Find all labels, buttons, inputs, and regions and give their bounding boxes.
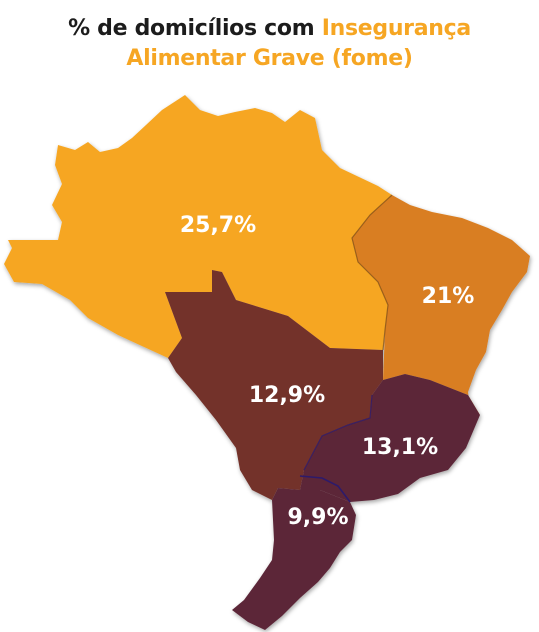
label-centro-oeste: 12,9% xyxy=(249,383,325,408)
region-nordeste xyxy=(352,195,530,415)
title-text-2: Insegurança xyxy=(321,16,472,41)
label-nordeste: 21% xyxy=(422,284,475,309)
label-sudeste: 13,1% xyxy=(362,435,438,460)
border-norte-nordeste xyxy=(351,194,393,351)
title-text-1: % de domicílios com xyxy=(68,16,322,41)
label-sul: 9,9% xyxy=(287,505,348,530)
map-title: % de domicílios com Insegurança Alimenta… xyxy=(0,14,539,74)
region-sul xyxy=(232,488,356,630)
label-norte: 25,7% xyxy=(180,213,256,238)
title-text-3: Alimentar Grave (fome) xyxy=(126,46,413,71)
border-centro-sudeste xyxy=(303,394,373,471)
region-centro-oeste xyxy=(165,270,383,500)
region-sudeste xyxy=(300,374,480,502)
border-sudeste-sul xyxy=(299,475,351,503)
region-norte xyxy=(4,95,392,358)
